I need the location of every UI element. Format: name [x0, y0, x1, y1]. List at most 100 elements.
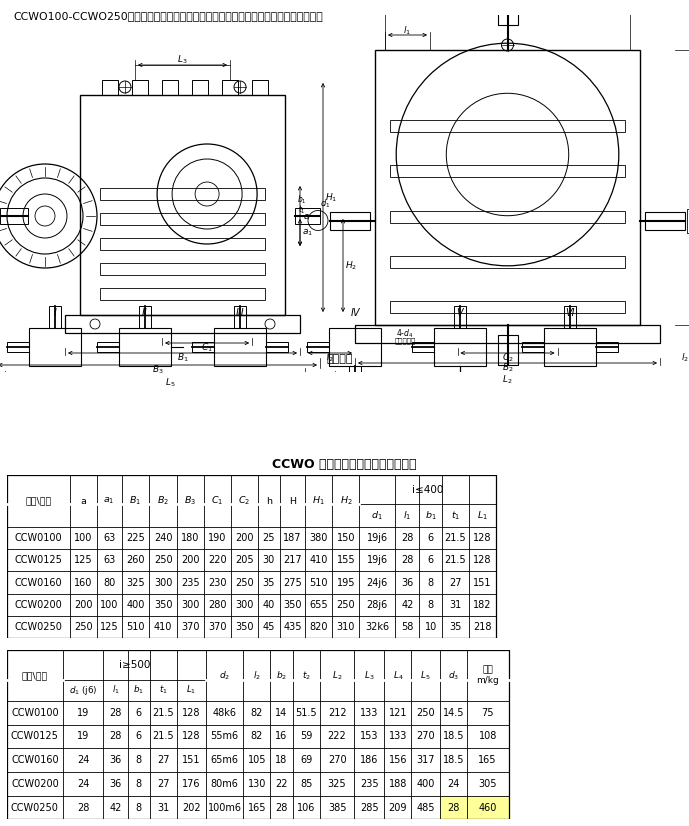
Text: 128: 128: [183, 708, 200, 718]
Text: 400: 400: [126, 600, 145, 610]
Text: i≥500: i≥500: [119, 660, 150, 670]
Text: $b_1$: $b_1$: [425, 510, 436, 522]
Text: $L_1$: $L_1$: [187, 684, 196, 696]
Bar: [80, 95, 285, 315]
Bar: [390, 165, 625, 178]
Text: $H_1$: $H_1$: [313, 495, 325, 507]
Text: 35: 35: [263, 577, 275, 587]
Text: 250: 250: [336, 600, 355, 610]
Bar: [29, 328, 81, 366]
Text: 28: 28: [447, 803, 460, 813]
Text: 153: 153: [360, 731, 378, 742]
Text: 106: 106: [297, 803, 316, 813]
Text: 8: 8: [136, 779, 142, 789]
Text: 42: 42: [110, 803, 122, 813]
Text: 6: 6: [428, 555, 433, 566]
Text: 250: 250: [74, 622, 93, 632]
Bar: [222, 80, 238, 95]
Text: 510: 510: [126, 622, 145, 632]
Text: 10: 10: [424, 622, 437, 632]
Text: $L_1$: $L_1$: [477, 510, 488, 522]
Text: 400: 400: [416, 779, 435, 789]
Text: $d_2$: $d_2$: [219, 669, 230, 681]
Bar: [100, 213, 265, 225]
Text: 型号\尺寸: 型号\尺寸: [25, 496, 52, 506]
Text: 655: 655: [309, 600, 328, 610]
Text: IV: IV: [350, 308, 360, 318]
Text: 187: 187: [283, 534, 302, 544]
Bar: [687, 208, 689, 232]
Text: 270: 270: [328, 755, 347, 765]
Text: $L_5$: $L_5$: [420, 669, 431, 681]
Text: $L_5$: $L_5$: [165, 377, 175, 389]
Text: 27: 27: [157, 755, 169, 765]
Text: 80: 80: [103, 577, 115, 587]
Text: 31: 31: [157, 803, 169, 813]
Text: 150: 150: [337, 534, 355, 544]
Text: 75: 75: [482, 708, 494, 718]
Text: 380: 380: [309, 534, 328, 544]
Text: 275: 275: [283, 577, 302, 587]
Bar: [307, 342, 329, 352]
Text: 240: 240: [154, 534, 172, 544]
Text: $a_1$: $a_1$: [302, 227, 313, 238]
Text: CCW0250: CCW0250: [14, 622, 63, 632]
Bar: [466, 795, 508, 819]
Text: 55m6: 55m6: [211, 731, 238, 742]
Bar: [100, 238, 265, 250]
Bar: [330, 211, 370, 230]
Text: 36: 36: [401, 577, 413, 587]
Text: 6: 6: [428, 534, 433, 544]
Text: 300: 300: [236, 600, 254, 610]
Bar: [49, 306, 61, 328]
Text: 218: 218: [473, 622, 492, 632]
Text: 165: 165: [478, 755, 497, 765]
Text: 212: 212: [328, 708, 347, 718]
Text: 19j6: 19j6: [367, 555, 388, 566]
Bar: [645, 211, 685, 230]
Text: $C_2$: $C_2$: [502, 352, 513, 364]
Bar: [7, 650, 508, 819]
Text: 160: 160: [74, 577, 93, 587]
Bar: [65, 315, 300, 333]
Text: $a_1$: $a_1$: [103, 496, 115, 506]
Text: 209: 209: [389, 803, 407, 813]
Text: 176: 176: [183, 779, 200, 789]
Text: 28: 28: [110, 708, 122, 718]
Text: 385: 385: [328, 803, 347, 813]
Bar: [102, 80, 118, 95]
Text: III: III: [236, 308, 245, 318]
Text: 280: 280: [208, 600, 227, 610]
Text: 21.5: 21.5: [444, 555, 466, 566]
Text: $L_4$: $L_4$: [393, 669, 403, 681]
Text: 28j6: 28j6: [367, 600, 388, 610]
Text: CCW0200: CCW0200: [11, 779, 59, 789]
Text: 19: 19: [77, 708, 90, 718]
Bar: [434, 328, 486, 366]
Text: 100: 100: [100, 600, 119, 610]
Bar: [119, 328, 171, 366]
Text: $B_1$: $B_1$: [176, 352, 188, 364]
Text: 225: 225: [126, 534, 145, 544]
Bar: [454, 306, 466, 328]
Text: 85: 85: [300, 779, 313, 789]
Text: CCW0125: CCW0125: [14, 555, 63, 566]
Text: CCW0125: CCW0125: [11, 731, 59, 742]
Text: 285: 285: [360, 803, 378, 813]
Text: $H_2$: $H_2$: [345, 259, 357, 272]
Text: $d_1$: $d_1$: [371, 510, 383, 522]
Text: 202: 202: [183, 803, 201, 813]
Text: 36: 36: [110, 779, 122, 789]
Text: $l_1$: $l_1$: [404, 25, 411, 37]
Text: $C_1$: $C_1$: [201, 342, 213, 354]
Text: 27: 27: [449, 577, 462, 587]
Text: i≤400: i≤400: [412, 485, 444, 495]
Text: 108: 108: [478, 731, 497, 742]
Text: $B_1$: $B_1$: [130, 495, 141, 507]
Bar: [564, 306, 576, 328]
Text: 82: 82: [251, 731, 263, 742]
Text: 19: 19: [77, 731, 90, 742]
Text: $H_1$: $H_1$: [325, 192, 337, 204]
Text: 28: 28: [110, 731, 122, 742]
Text: 18: 18: [275, 755, 287, 765]
